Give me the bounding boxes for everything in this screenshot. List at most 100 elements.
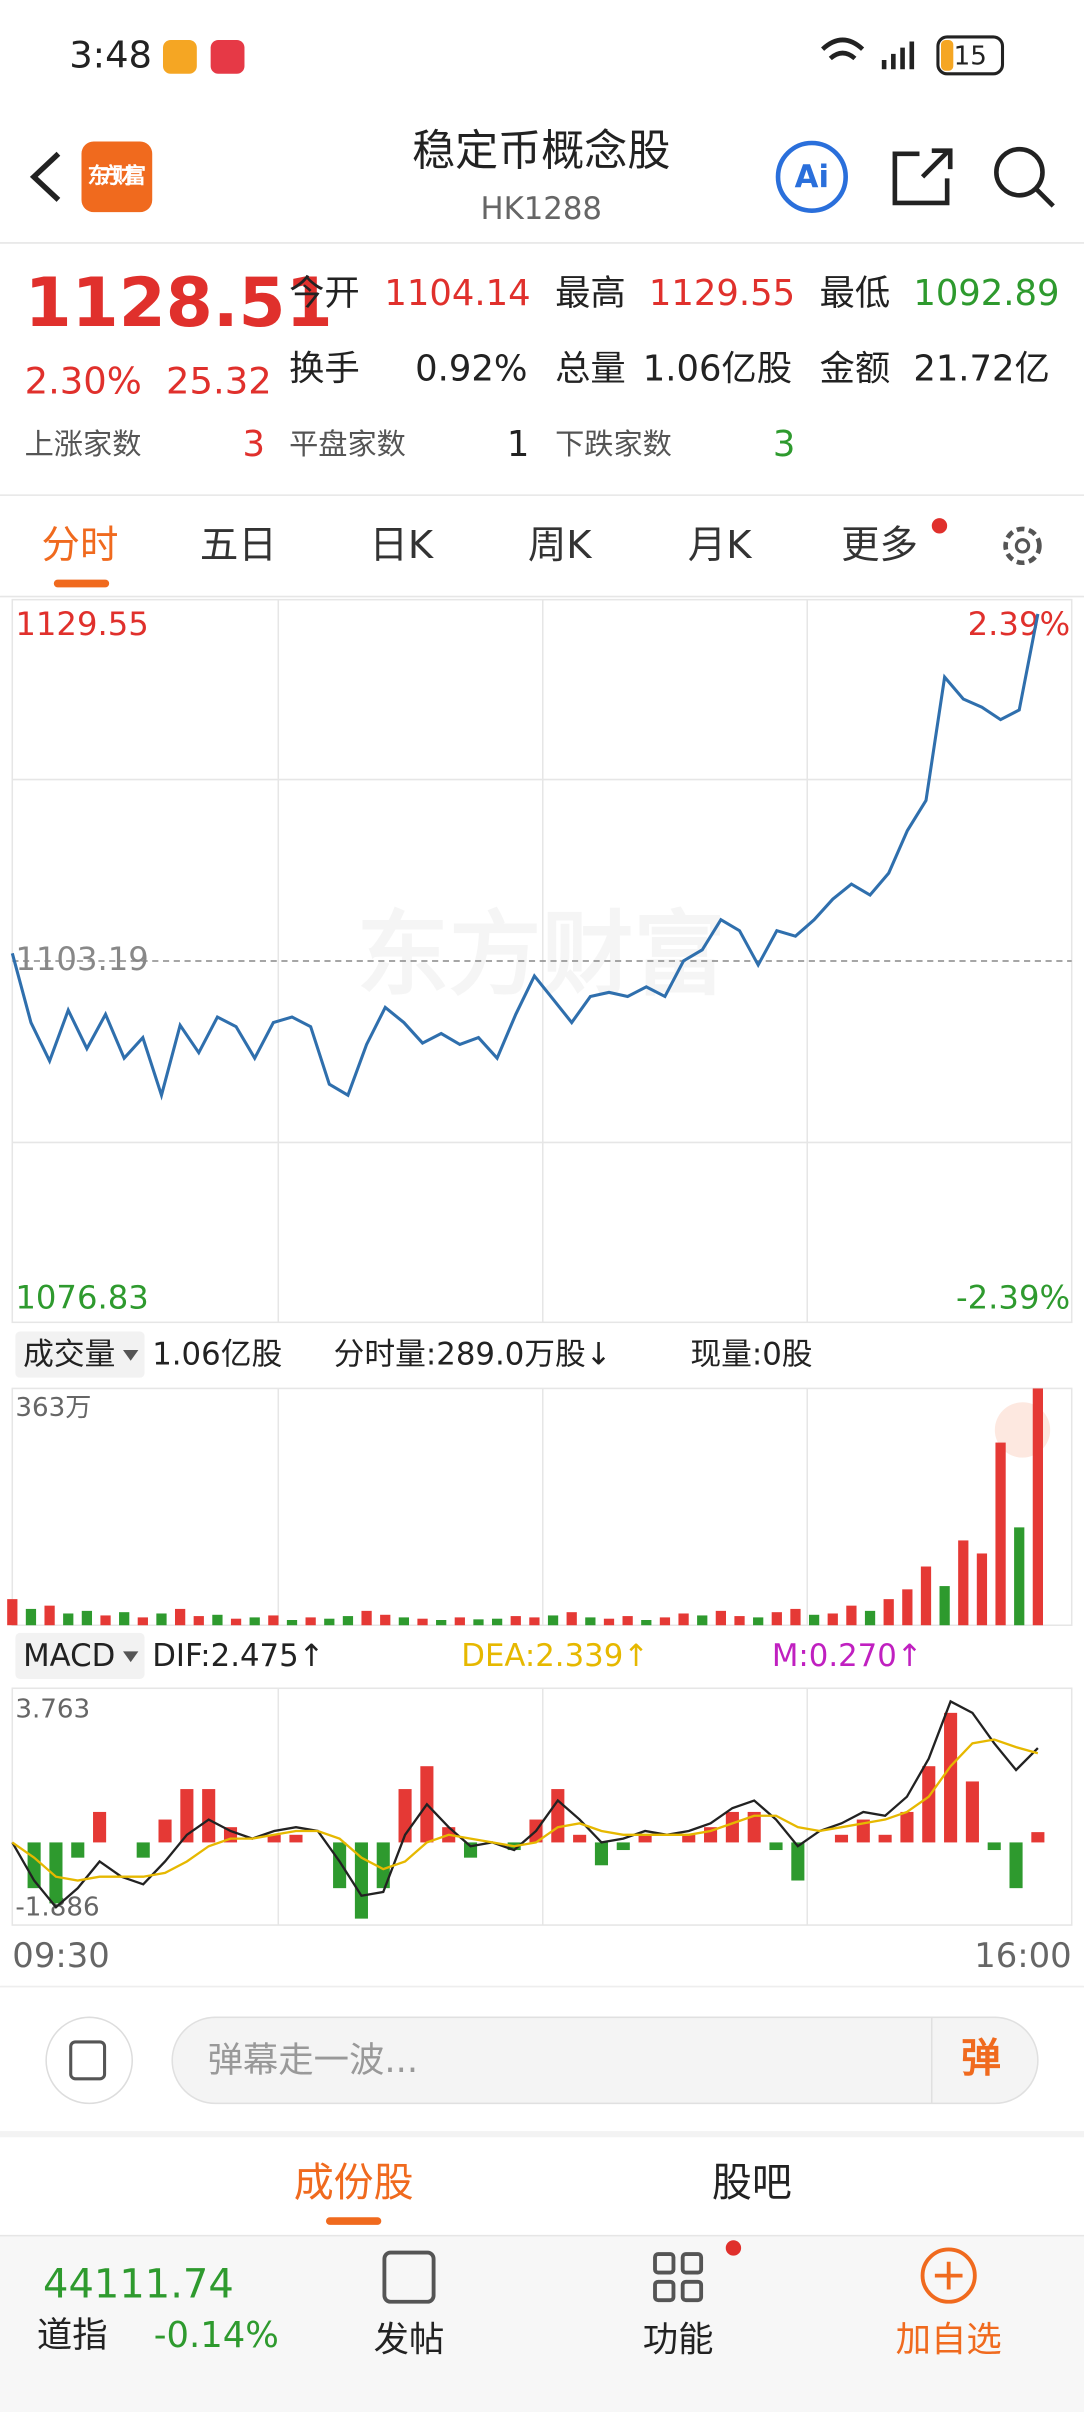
volume-bar (268, 1615, 279, 1626)
comment-input[interactable] (171, 2016, 1039, 2105)
volume-bar (305, 1617, 316, 1626)
volume-bar (361, 1610, 372, 1626)
danmaku-settings[interactable] (45, 2016, 134, 2105)
volume-bar (212, 1614, 223, 1626)
volume-bar (846, 1605, 857, 1626)
tab[interactable]: 日K (369, 523, 433, 568)
macd-selector[interactable] (15, 1632, 145, 1680)
volume-current: 现量:0股 (690, 1337, 812, 1373)
volume-selector-text: 成交量 (23, 1337, 115, 1373)
macd-bar (769, 1842, 783, 1851)
volume-bar (249, 1617, 260, 1626)
stat-label: 金额 (820, 349, 891, 390)
volume-bar (286, 1620, 298, 1626)
volume-bar (622, 1616, 633, 1626)
stat-label: 最高 (555, 273, 626, 314)
macd-bar (725, 1811, 739, 1843)
volume-bar (491, 1618, 503, 1626)
volume-bar (715, 1610, 727, 1626)
danmaku-button[interactable]: 弹 (961, 2035, 1001, 2081)
volume-bar (417, 1618, 428, 1626)
back-button[interactable] (29, 151, 61, 202)
y2-tick-label: 2.39% (968, 605, 1071, 643)
battery-level (941, 39, 954, 71)
nav-function[interactable]: 功能 (643, 2320, 714, 2361)
breadth-value: 1 (507, 424, 530, 465)
volume-bar (380, 1614, 391, 1626)
tab[interactable]: 五日 (200, 523, 277, 568)
macd-bar (878, 1834, 892, 1843)
app-icon (210, 39, 245, 74)
battery-text: 15 (954, 41, 987, 71)
ai-button[interactable] (775, 140, 848, 213)
macd-bar (289, 1834, 303, 1843)
breadth-value: 3 (773, 424, 796, 465)
macd-bar (638, 1834, 652, 1843)
wifi-icon (821, 37, 865, 61)
volume-bar (1032, 1388, 1043, 1626)
breadth-label: 下跌家数 (555, 427, 672, 461)
volume-bar (63, 1613, 74, 1626)
page-title: 稳定币概念股 (412, 126, 670, 176)
macd-line (11, 1738, 1039, 1882)
volume-bar (547, 1615, 559, 1626)
tab[interactable]: 分时 (42, 523, 119, 568)
tab[interactable]: 更多 (841, 523, 918, 568)
signal-icon (881, 41, 915, 70)
volume-bar (193, 1616, 204, 1626)
stock-code: HK1288 (480, 191, 602, 227)
separator (0, 2131, 1084, 2138)
macd-bar (747, 1811, 761, 1843)
post-icon (382, 2250, 436, 2304)
settings-button[interactable] (1003, 526, 1042, 566)
sub-tab[interactable]: 股吧 (712, 2160, 792, 2206)
nav-add[interactable]: 加自选 (896, 2320, 1002, 2361)
macd-bar (267, 1834, 281, 1843)
volume-bar (976, 1553, 988, 1626)
macd-bar (856, 1819, 870, 1843)
legend-dif: DIF:2.475↑ (152, 1638, 324, 1674)
volume-bar (641, 1620, 652, 1626)
stat-value: 1092.89 (913, 273, 1059, 314)
app-icon (162, 39, 197, 74)
share-button[interactable] (892, 148, 953, 206)
volume-bar (230, 1618, 242, 1626)
index-value[interactable]: 44111.74 (43, 2261, 234, 2307)
volume-bar (398, 1617, 410, 1626)
macd-line (11, 1699, 1039, 1909)
volume-bar (7, 1599, 18, 1626)
macd-bar (376, 1842, 390, 1889)
stat-value: 0.92% (415, 349, 527, 390)
volume-bar (659, 1617, 671, 1626)
time-start: 09:30 (12, 1936, 109, 1975)
macd-bar (944, 1712, 958, 1843)
y-tick-label: 1076.83 (15, 1278, 148, 1316)
y2-tick-label: -2.39% (956, 1278, 1070, 1316)
tab[interactable]: 月K (688, 523, 752, 568)
add-icon (920, 2247, 977, 2304)
volume-bar (566, 1612, 577, 1626)
tab[interactable]: 周K (528, 523, 592, 568)
macd-bar (1031, 1832, 1045, 1843)
search-button[interactable] (994, 146, 1045, 198)
stat-label: 最低 (820, 273, 891, 314)
volume-bar (324, 1618, 335, 1626)
volume-bar (25, 1608, 37, 1626)
macd-bar (354, 1842, 368, 1919)
volume-selector[interactable] (15, 1331, 145, 1378)
nav-post[interactable]: 发帖 (374, 2320, 445, 2361)
sub-tab-underline (325, 2217, 382, 2225)
volume-bar (454, 1617, 465, 1626)
sub-tab-active[interactable]: 成份股 (294, 2160, 414, 2206)
macd-bar (71, 1842, 85, 1858)
macd-bar (616, 1842, 630, 1851)
y-tick-label: 363万 (15, 1393, 91, 1423)
legend-dea: DEA:2.339↑ (461, 1638, 649, 1674)
macd-bar (922, 1766, 936, 1843)
stat-label: 换手 (289, 349, 360, 390)
volume-bar (81, 1610, 93, 1626)
macd-bar (333, 1842, 347, 1889)
volume-minute: 分时量:289.0万股↓ (334, 1337, 612, 1373)
volume-bar (753, 1617, 764, 1626)
macd-bar (93, 1811, 107, 1843)
